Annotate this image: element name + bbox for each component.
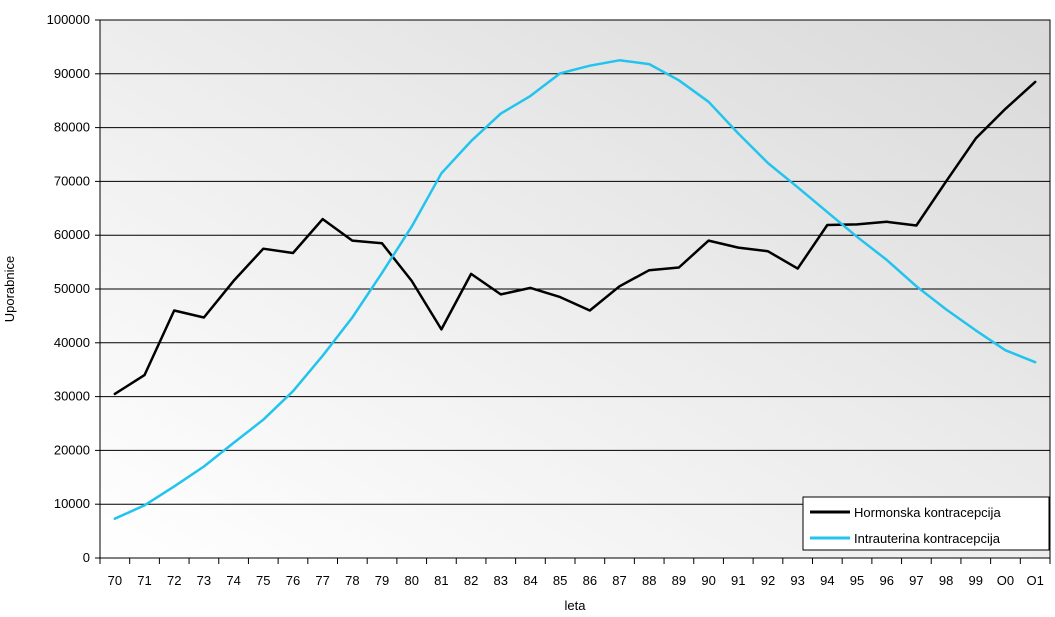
x-tick-label: 88 (642, 573, 656, 588)
x-tick-label: O1 (1026, 573, 1043, 588)
x-tick-label: 95 (850, 573, 864, 588)
legend-label-hormonska: Hormonska kontracepcija (854, 505, 1001, 520)
y-tick-label: 30000 (54, 389, 90, 404)
x-tick-label: 71 (137, 573, 151, 588)
x-tick-label: 84 (523, 573, 537, 588)
x-tick-label: 79 (375, 573, 389, 588)
y-tick-label: 10000 (54, 496, 90, 511)
x-tick-label: 91 (731, 573, 745, 588)
x-tick-label: 98 (939, 573, 953, 588)
x-tick-label: 90 (701, 573, 715, 588)
y-tick-label: 70000 (54, 173, 90, 188)
x-tick-label: 86 (583, 573, 597, 588)
x-tick-label: 76 (286, 573, 300, 588)
x-tick-label: 92 (761, 573, 775, 588)
y-tick-label: 20000 (54, 442, 90, 457)
x-tick-label: 83 (494, 573, 508, 588)
y-tick-label: 80000 (54, 120, 90, 135)
y-axis-title: Uporabnice (2, 256, 17, 323)
x-tick-label: 93 (790, 573, 804, 588)
x-tick-label: 97 (909, 573, 923, 588)
y-tick-label: 100000 (47, 12, 90, 27)
x-tick-label: 94 (820, 573, 834, 588)
x-tick-label: 75 (256, 573, 270, 588)
y-tick-label: 40000 (54, 335, 90, 350)
x-tick-label: O0 (997, 573, 1014, 588)
legend-label-intrauterina: Intrauterina kontracepcija (854, 531, 1001, 546)
x-axis-ticks: 70 71 72 73 74 75 76 77 78 79 80 81 82 83 84 85 86 87 88 89… (99, 558, 1051, 588)
x-tick-label: 78 (345, 573, 359, 588)
y-tick-label: 90000 (54, 66, 90, 81)
x-tick-label: 81 (434, 573, 448, 588)
x-tick-label: 72 (167, 573, 181, 588)
x-tick-label: 74 (226, 573, 240, 588)
y-tick-label: 60000 (54, 227, 90, 242)
legend-box (802, 496, 1050, 551)
x-tick-label: 85 (553, 573, 567, 588)
x-tick-label: 87 (612, 573, 626, 588)
x-tick-label: 73 (197, 573, 211, 588)
x-axis-title: leta (565, 598, 587, 613)
x-tick-label: 70 (108, 573, 122, 588)
x-tick-label: 96 (879, 573, 893, 588)
y-tick-label: 50000 (54, 281, 90, 296)
x-tick-label: 99 (969, 573, 983, 588)
series-line-intrauterina (113, 59, 1037, 520)
x-tick-label: 80 (404, 573, 418, 588)
legend: Hormonska kontracepcija Intrauterina kon… (802, 496, 1050, 551)
x-tick-label: 89 (672, 573, 686, 588)
series-line-hormonska (113, 80, 1037, 396)
series-lines (113, 59, 1037, 520)
y-axis-ticks: 0 10000 20000 30000 40000 50000 60000 70000 8000… (47, 12, 100, 565)
x-tick-label: 82 (464, 573, 478, 588)
y-tick-label: 0 (83, 550, 90, 565)
x-tick-label: 77 (315, 573, 329, 588)
